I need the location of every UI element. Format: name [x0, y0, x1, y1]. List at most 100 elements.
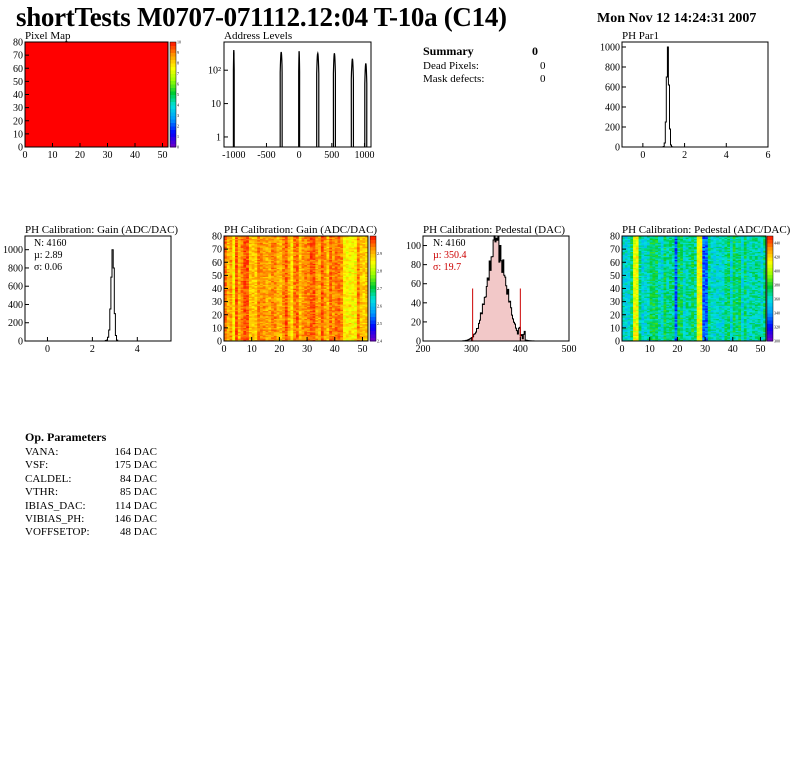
heatmap-cell — [260, 318, 264, 321]
heatmap-cell — [257, 266, 261, 268]
heatmap-cell — [273, 335, 277, 338]
heatmap-cell — [226, 245, 230, 247]
heatmap-cell — [229, 327, 233, 330]
heatmap-cell — [237, 291, 241, 293]
heatmap-cell — [246, 330, 250, 333]
heatmap-cell — [276, 259, 280, 262]
heatmap-cell — [248, 322, 252, 325]
heatmap-cell — [235, 338, 239, 340]
heatmap-cell — [279, 327, 283, 330]
y-tick-label: 10 — [211, 99, 221, 110]
heatmap-cell — [260, 296, 264, 298]
heatmap-cell — [257, 263, 261, 266]
heatmap-cell — [271, 339, 275, 342]
heatmap-cell — [260, 291, 264, 293]
heatmap-cell — [268, 245, 272, 247]
heatmap-cell — [240, 325, 244, 327]
heatmap-cell — [246, 289, 250, 292]
heatmap-cell — [232, 263, 236, 266]
heatmap-cell — [240, 292, 244, 295]
heatmap-cell — [262, 293, 266, 296]
heatmap-cell — [271, 242, 275, 245]
heatmap-cell — [232, 262, 236, 264]
heatmap-cell — [260, 312, 264, 314]
heatmap-cell — [257, 308, 261, 310]
heatmap-cell — [240, 283, 244, 285]
heatmap-cell — [229, 245, 233, 247]
heatmap-cell — [237, 247, 241, 250]
heatmap-cell — [260, 278, 264, 280]
heatmap-cell — [235, 241, 239, 243]
heatmap-cell — [271, 305, 275, 308]
heatmap-cell — [265, 254, 269, 256]
heatmap-cell — [251, 295, 255, 297]
heatmap-cell — [260, 288, 264, 291]
heatmap-cell — [257, 339, 261, 342]
heatmap-cell — [257, 259, 261, 262]
heatmap-cell — [248, 283, 252, 285]
heatmap-cell — [251, 253, 255, 255]
heatmap-cell — [237, 333, 241, 335]
heatmap-cell — [279, 245, 283, 247]
heatmap-cell — [254, 245, 258, 247]
colorbar-segment — [170, 80, 176, 85]
heatmap-cell — [265, 293, 269, 296]
heatmap-cell — [240, 278, 244, 280]
heatmap-cell — [262, 250, 266, 253]
heatmap-cell — [271, 236, 275, 238]
heatmap-cell — [268, 296, 272, 298]
heatmap-cell — [246, 254, 250, 256]
heatmap-cell — [240, 295, 244, 297]
heatmap-cell — [262, 280, 266, 283]
heatmap-cell — [251, 323, 255, 326]
heatmap-cell — [276, 310, 280, 313]
heatmap-cell — [276, 238, 280, 241]
x-tick-label: 4 — [724, 150, 729, 161]
timestamp: Mon Nov 12 14:24:31 2007 — [597, 11, 757, 26]
heatmap-cell — [276, 289, 280, 292]
heatmap-cell — [251, 301, 255, 304]
heatmap-cell — [271, 297, 275, 300]
heatmap-cell — [240, 257, 244, 259]
heatmap-cell — [226, 239, 230, 242]
heatmap-cell — [224, 250, 228, 253]
heatmap-cell — [248, 335, 252, 338]
heatmap-cell — [271, 295, 275, 297]
heatmap-cell — [265, 317, 269, 319]
heatmap-cell — [229, 338, 233, 340]
heatmap-cell — [260, 275, 264, 277]
heatmap-cell — [248, 253, 252, 255]
heatmap-cell — [246, 284, 250, 287]
heatmap-cell — [251, 317, 255, 319]
heatmap-cell — [243, 270, 247, 272]
heatmap-cell — [260, 268, 264, 271]
heatmap-cell — [248, 257, 252, 259]
heatmap-cell — [232, 250, 236, 253]
heatmap-cell — [226, 338, 230, 340]
heatmap-cell — [235, 258, 239, 260]
heatmap-cell — [224, 266, 228, 268]
heatmap-cell — [276, 280, 280, 283]
heatmap-cell — [232, 302, 236, 305]
heatmap-cell — [235, 280, 239, 283]
heatmap-cell — [260, 250, 264, 253]
heatmap-cell — [254, 285, 258, 288]
heatmap-cell — [240, 280, 244, 283]
heatmap-cell — [276, 296, 280, 298]
heatmap-cell — [271, 312, 275, 314]
heatmap-cell — [243, 272, 247, 275]
heatmap-cell — [240, 297, 244, 300]
heatmap-cell — [251, 260, 255, 263]
heatmap-cell — [237, 258, 241, 260]
heatmap-cell — [232, 326, 236, 329]
heatmap-cell — [265, 323, 269, 326]
heatmap-cell — [257, 243, 261, 246]
heatmap-cell — [226, 249, 230, 251]
heatmap-cell — [254, 243, 258, 246]
heatmap-cell — [232, 338, 236, 340]
heatmap-cell — [246, 236, 250, 238]
heatmap-cell — [235, 253, 239, 255]
heatmap-cell — [235, 299, 239, 301]
heatmap-cell — [235, 260, 239, 263]
heatmap-cell — [226, 288, 230, 291]
